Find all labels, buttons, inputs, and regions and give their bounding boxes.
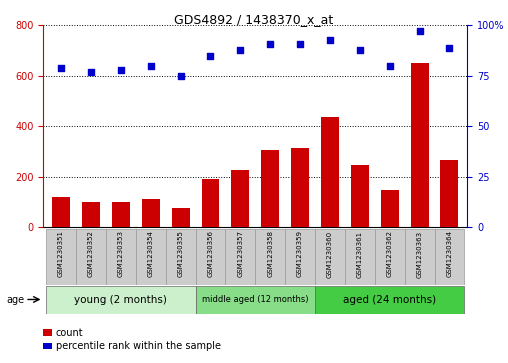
Text: GDS4892 / 1438370_x_at: GDS4892 / 1438370_x_at (174, 13, 334, 26)
Text: GSM1230354: GSM1230354 (148, 231, 154, 277)
Point (446, 45, 454, 50)
Text: GSM1230360: GSM1230360 (327, 231, 333, 277)
Bar (196, 229, 226, 285)
Bar (410, 63, 429, 227)
Text: GSM1230357: GSM1230357 (237, 231, 243, 277)
Bar (231, 170, 249, 227)
Text: GSM1230364: GSM1230364 (447, 231, 453, 277)
Point (416, 29, 424, 34)
Text: GSM1230361: GSM1230361 (357, 231, 363, 277)
Bar (52, 197, 70, 227)
Text: GSM1230359: GSM1230359 (297, 231, 303, 277)
Point (296, 41, 304, 46)
Text: GSM1230355: GSM1230355 (178, 231, 183, 277)
Point (386, 63, 394, 69)
Text: GSM1230362: GSM1230362 (387, 231, 393, 277)
Bar (166, 229, 196, 285)
Bar (172, 208, 189, 227)
Text: young (2 months): young (2 months) (74, 295, 167, 305)
Text: GSM1230353: GSM1230353 (118, 231, 124, 277)
Point (57, 65, 65, 71)
Text: count: count (56, 327, 83, 338)
Bar (315, 229, 345, 285)
Text: GSM1230363: GSM1230363 (417, 231, 423, 277)
Bar (261, 150, 279, 227)
Bar (46, 286, 196, 314)
Bar (82, 202, 100, 227)
Bar (315, 286, 464, 314)
Bar (226, 229, 255, 285)
Point (206, 53, 214, 58)
Bar (434, 229, 464, 285)
Bar (321, 117, 339, 227)
Point (326, 37, 334, 42)
Bar (285, 229, 315, 285)
Bar (106, 229, 136, 285)
Bar (142, 199, 160, 227)
Bar (196, 286, 315, 314)
Text: GSM1230352: GSM1230352 (88, 231, 94, 277)
Bar (380, 190, 399, 227)
Text: GSM1230356: GSM1230356 (207, 231, 213, 277)
Point (356, 47, 364, 53)
Point (147, 63, 155, 69)
Bar (255, 229, 285, 285)
Point (176, 73, 184, 79)
Text: age: age (6, 295, 24, 305)
Bar (112, 202, 130, 227)
Bar (351, 165, 369, 227)
Bar (136, 229, 166, 285)
Bar (405, 229, 434, 285)
Text: middle aged (12 months): middle aged (12 months) (202, 295, 308, 304)
Text: percentile rank within the sample: percentile rank within the sample (56, 341, 221, 351)
Text: aged (24 months): aged (24 months) (343, 295, 436, 305)
Text: GSM1230358: GSM1230358 (267, 231, 273, 277)
Point (117, 67, 125, 73)
Bar (46, 229, 76, 285)
Bar (440, 160, 458, 227)
Bar (291, 147, 309, 227)
Point (266, 41, 274, 46)
Bar (202, 179, 219, 227)
Bar (76, 229, 106, 285)
Point (236, 47, 244, 53)
Text: GSM1230351: GSM1230351 (58, 231, 64, 277)
Bar (345, 229, 375, 285)
Point (87, 69, 95, 75)
Bar (375, 229, 405, 285)
